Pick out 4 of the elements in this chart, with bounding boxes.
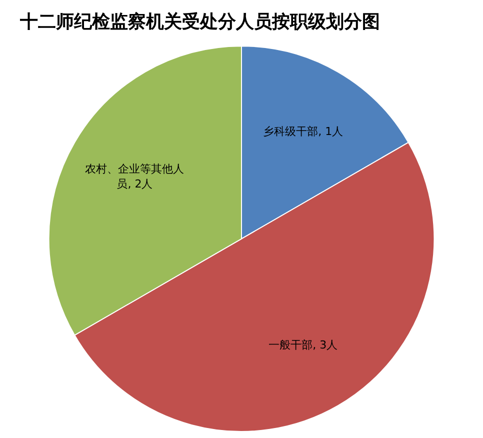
chart-title: 十二师纪检监察机关受处分人员按职级划分图 bbox=[19, 11, 380, 32]
slice-label: 乡科级干部, 1人 bbox=[263, 124, 344, 138]
slice-label: 农村、企业等其他人员, 2人 bbox=[85, 162, 184, 190]
slice-label: 一般干部, 3人 bbox=[268, 338, 338, 352]
